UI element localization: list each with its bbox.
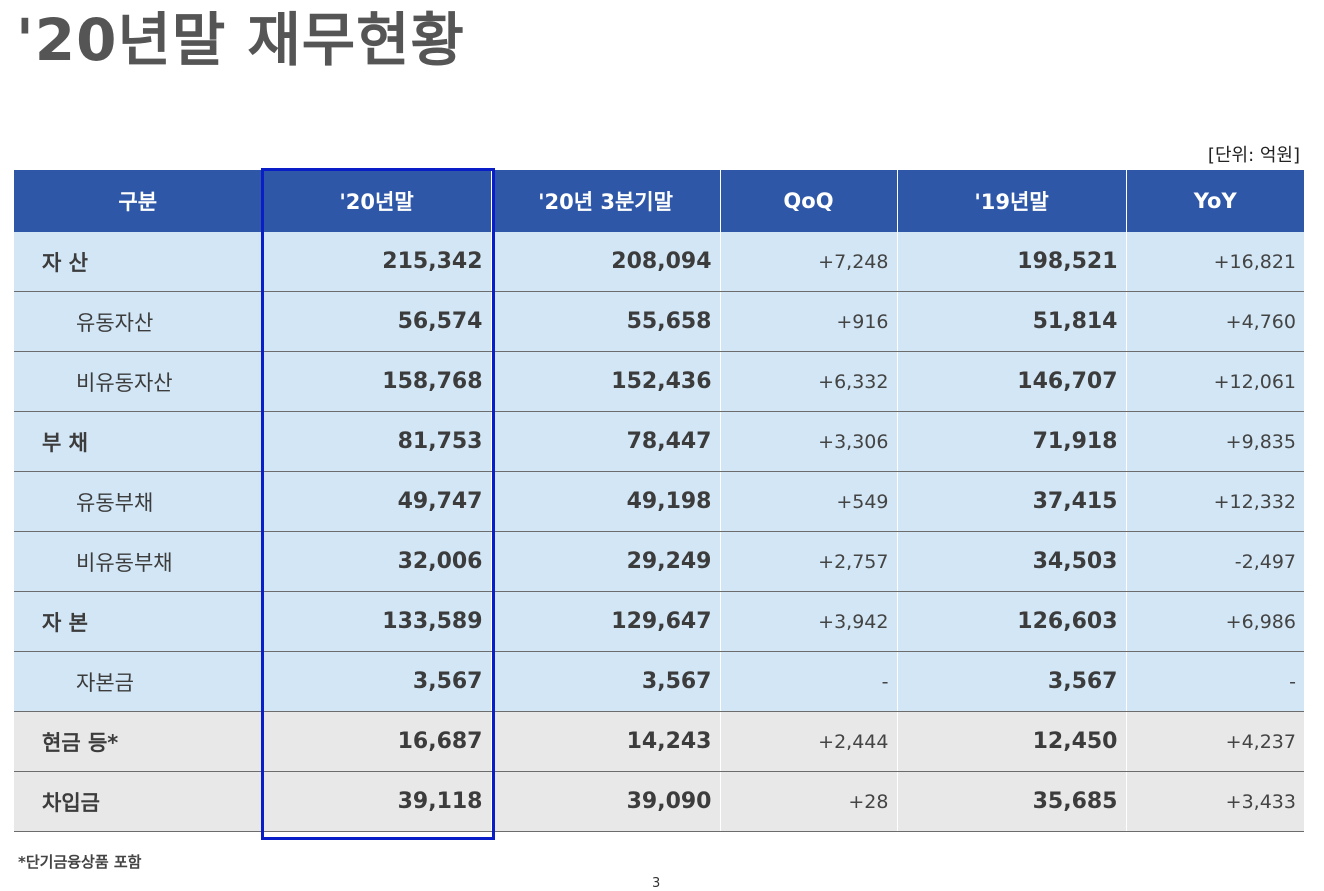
cell-20-q3: 39,090 xyxy=(490,771,720,832)
cell-20-q3: 129,647 xyxy=(490,591,720,652)
cell-yoy: +12,332 xyxy=(1125,471,1304,532)
table-row-noncurrent-liabilities: 비유동부채 32,006 29,249 +2,757 34,503 -2,497 xyxy=(14,531,1304,592)
cell-20-end: 56,574 xyxy=(261,291,491,352)
unit-label: [단위: 억원] xyxy=(1207,145,1300,166)
cell-yoy: - xyxy=(1125,651,1304,712)
cell-20-end: 81,753 xyxy=(261,411,491,472)
cell-20-end: 32,006 xyxy=(261,531,491,592)
cell-20-q3: 29,249 xyxy=(490,531,720,592)
table-row-current-assets: 유동자산 56,574 55,658 +916 51,814 +4,760 xyxy=(14,291,1304,352)
cell-20-q3: 49,198 xyxy=(490,471,720,532)
row-label: 자 산 xyxy=(14,232,262,292)
cell-qoq: +549 xyxy=(719,471,897,532)
row-label: 부 채 xyxy=(14,411,262,472)
cell-20-end: 3,567 xyxy=(261,651,491,712)
cell-yoy: +16,821 xyxy=(1125,232,1304,292)
cell-qoq: +2,757 xyxy=(719,531,897,592)
cell-yoy: +9,835 xyxy=(1125,411,1304,472)
header-yoy: YoY xyxy=(1125,170,1304,232)
table-row-noncurrent-assets: 비유동자산 158,768 152,436 +6,332 146,707 +12… xyxy=(14,351,1304,412)
cell-qoq: +3,306 xyxy=(719,411,897,472)
cell-qoq: +2,444 xyxy=(719,711,897,772)
header-20-end: '20년말 xyxy=(261,170,491,232)
cell-19-end: 34,503 xyxy=(896,531,1126,592)
cell-yoy: +3,433 xyxy=(1125,771,1304,832)
table-header-row: 구분 '20년말 '20년 3분기말 QoQ '19년말 YoY xyxy=(14,170,1304,232)
cell-20-end: 158,768 xyxy=(261,351,491,412)
cell-yoy: +12,061 xyxy=(1125,351,1304,412)
footnote: *단기금융상품 포함 xyxy=(18,853,142,871)
cell-yoy: +6,986 xyxy=(1125,591,1304,652)
cell-20-end: 39,118 xyxy=(261,771,491,832)
cell-20-q3: 208,094 xyxy=(490,232,720,292)
cell-20-end: 16,687 xyxy=(261,711,491,772)
table-row-assets: 자 산 215,342 208,094 +7,248 198,521 +16,8… xyxy=(14,232,1304,292)
cell-19-end: 37,415 xyxy=(896,471,1126,532)
cell-20-end: 133,589 xyxy=(261,591,491,652)
row-label: 현금 등* xyxy=(14,711,262,772)
cell-19-end: 198,521 xyxy=(896,232,1126,292)
cell-19-end: 51,814 xyxy=(896,291,1126,352)
table-row-cash: 현금 등* 16,687 14,243 +2,444 12,450 +4,237 xyxy=(14,711,1304,772)
table-row-capital-stock: 자본금 3,567 3,567 - 3,567 - xyxy=(14,651,1304,712)
cell-20-q3: 55,658 xyxy=(490,291,720,352)
table-row-current-liabilities: 유동부채 49,747 49,198 +549 37,415 +12,332 xyxy=(14,471,1304,532)
cell-qoq: +3,942 xyxy=(719,591,897,652)
row-label: 유동부채 xyxy=(14,471,262,532)
table-row-borrowings: 차입금 39,118 39,090 +28 35,685 +3,433 xyxy=(14,771,1304,832)
cell-qoq: - xyxy=(719,651,897,712)
cell-qoq: +28 xyxy=(719,771,897,832)
row-label: 차입금 xyxy=(14,771,262,832)
cell-20-end: 49,747 xyxy=(261,471,491,532)
row-label: 비유동자산 xyxy=(14,351,262,412)
financial-table: 구분 '20년말 '20년 3분기말 QoQ '19년말 YoY 자 산 215… xyxy=(14,170,1304,832)
row-label: 자 본 xyxy=(14,591,262,652)
header-category: 구분 xyxy=(14,170,262,232)
cell-qoq: +6,332 xyxy=(719,351,897,412)
cell-20-q3: 152,436 xyxy=(490,351,720,412)
table-row-liabilities: 부 채 81,753 78,447 +3,306 71,918 +9,835 xyxy=(14,411,1304,472)
cell-qoq: +916 xyxy=(719,291,897,352)
header-19-end: '19년말 xyxy=(896,170,1126,232)
cell-19-end: 126,603 xyxy=(896,591,1126,652)
cell-20-end: 215,342 xyxy=(261,232,491,292)
cell-yoy: +4,237 xyxy=(1125,711,1304,772)
page-number: 3 xyxy=(652,876,661,891)
cell-19-end: 12,450 xyxy=(896,711,1126,772)
cell-19-end: 35,685 xyxy=(896,771,1126,832)
cell-20-q3: 14,243 xyxy=(490,711,720,772)
page-title: '20년말 재무현황 xyxy=(16,6,465,74)
cell-19-end: 146,707 xyxy=(896,351,1126,412)
header-20-q3: '20년 3분기말 xyxy=(490,170,720,232)
row-label: 비유동부채 xyxy=(14,531,262,592)
cell-20-q3: 3,567 xyxy=(490,651,720,712)
cell-yoy: -2,497 xyxy=(1125,531,1304,592)
cell-20-q3: 78,447 xyxy=(490,411,720,472)
cell-19-end: 71,918 xyxy=(896,411,1126,472)
cell-qoq: +7,248 xyxy=(719,232,897,292)
cell-yoy: +4,760 xyxy=(1125,291,1304,352)
row-label: 자본금 xyxy=(14,651,262,712)
header-qoq: QoQ xyxy=(719,170,897,232)
cell-19-end: 3,567 xyxy=(896,651,1126,712)
row-label: 유동자산 xyxy=(14,291,262,352)
table-row-equity: 자 본 133,589 129,647 +3,942 126,603 +6,98… xyxy=(14,591,1304,652)
